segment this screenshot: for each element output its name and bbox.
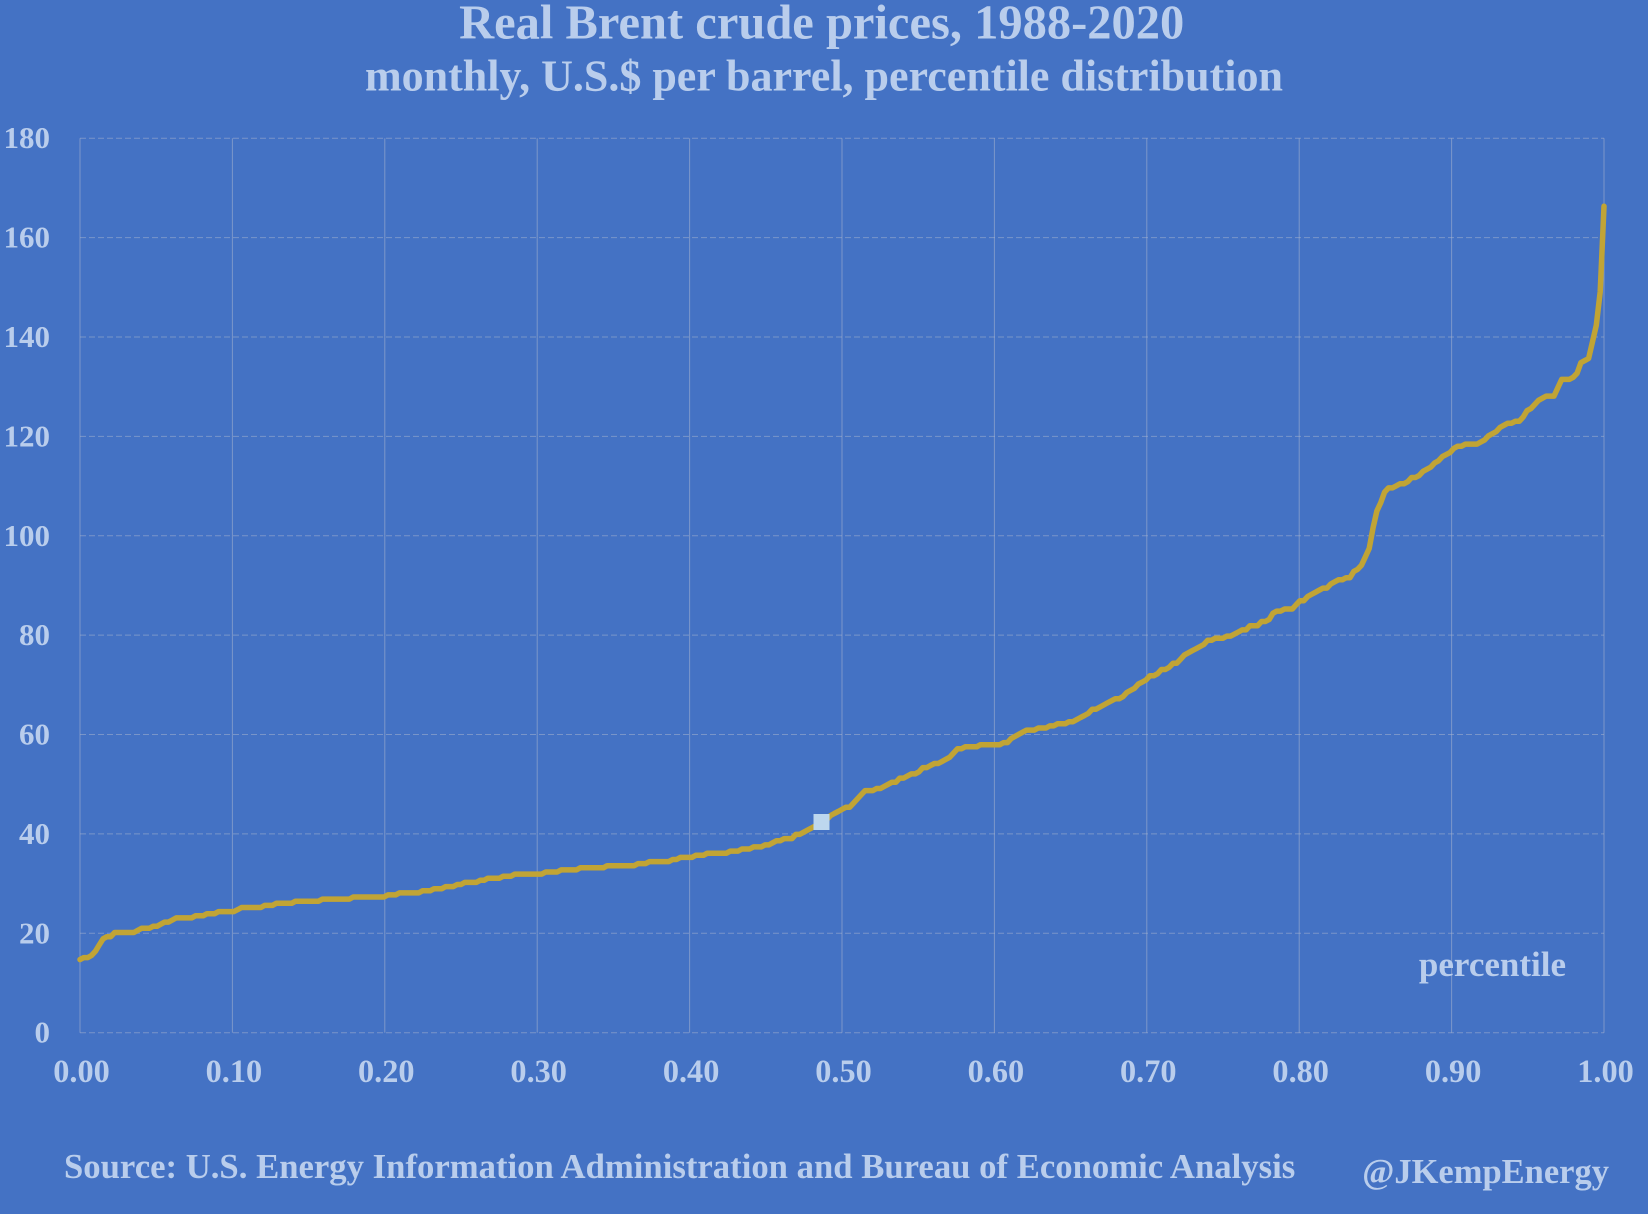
svg-text:0.40: 0.40: [663, 1053, 720, 1089]
svg-text:0.70: 0.70: [1120, 1053, 1177, 1089]
svg-text:100: 100: [4, 518, 51, 553]
svg-text:0.00: 0.00: [53, 1053, 110, 1089]
svg-text:20: 20: [19, 915, 50, 950]
svg-text:Source: U.S. Energy Informatio: Source: U.S. Energy Information Administ…: [64, 1147, 1295, 1186]
svg-text:0.20: 0.20: [358, 1053, 415, 1089]
svg-text:Real Brent crude prices, 1988-: Real Brent crude prices, 1988-2020: [459, 0, 1184, 50]
svg-text:180: 180: [4, 120, 51, 155]
svg-text:140: 140: [4, 319, 51, 354]
svg-text:0.90: 0.90: [1425, 1053, 1482, 1089]
svg-text:40: 40: [19, 816, 50, 851]
svg-text:monthly, U.S.$ per barrel, per: monthly, U.S.$ per barrel, percentile di…: [365, 52, 1283, 101]
svg-text:0.80: 0.80: [1272, 1053, 1329, 1089]
svg-text:percentile: percentile: [1419, 945, 1566, 984]
svg-text:80: 80: [19, 617, 50, 652]
svg-text:0.60: 0.60: [968, 1053, 1025, 1089]
svg-text:0.50: 0.50: [815, 1053, 872, 1089]
svg-text:1.00: 1.00: [1577, 1053, 1634, 1089]
svg-text:0.30: 0.30: [510, 1053, 567, 1089]
svg-text:0.10: 0.10: [206, 1053, 263, 1089]
svg-text:160: 160: [4, 220, 51, 255]
svg-text:120: 120: [4, 418, 51, 453]
svg-text:60: 60: [19, 717, 50, 752]
svg-text:0: 0: [35, 1015, 51, 1050]
svg-text:@JKempEnergy: @JKempEnergy: [1362, 1153, 1609, 1191]
